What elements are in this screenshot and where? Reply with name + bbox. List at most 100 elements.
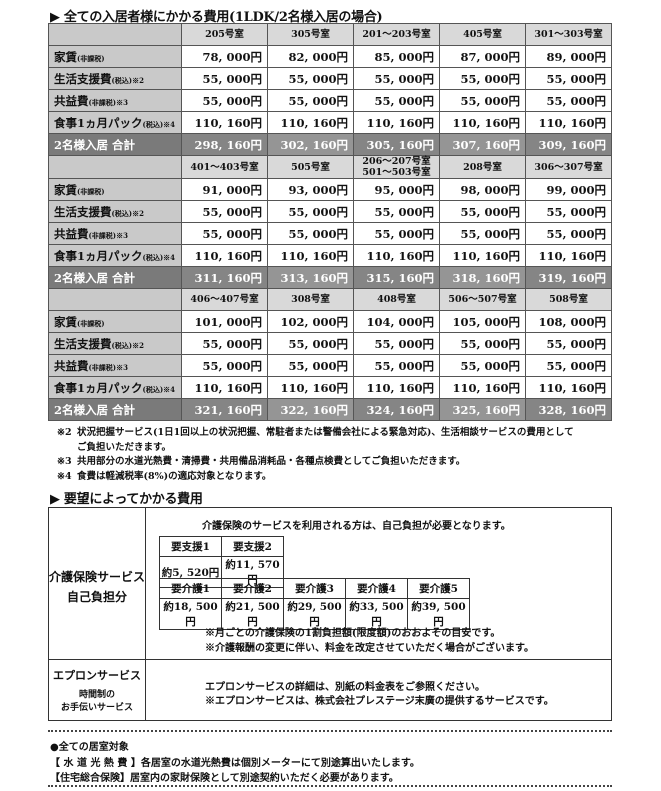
total-cell: 298, 160円 — [181, 133, 268, 156]
care-level: 要介護5 — [407, 578, 470, 599]
table-row: 家賃(非課税) 78, 000円 82, 000円 85, 000円 87, 000円 8… — [48, 45, 612, 68]
care-level: 要介護2 — [221, 578, 284, 599]
fee-cell: 99, 000円 — [525, 178, 612, 201]
row-label: 生活支援費(税込)※2 — [48, 332, 182, 355]
row-label-sub: (非課税) — [77, 53, 105, 63]
fee-cell: 105, 000円 — [439, 310, 526, 333]
header-blank — [48, 155, 182, 179]
table-row: 共益費(非課税)※3 55, 000円 55, 000円 55, 000円 55, 00… — [48, 354, 612, 377]
room-header-row: 401～403号室 505号室 206～207号室 501～503号室 208号室 30… — [48, 155, 612, 179]
total-cell: 315, 160円 — [353, 266, 440, 289]
fee-cell: 55, 000円 — [267, 222, 354, 245]
row-label: 生活支援費(税込)※2 — [48, 200, 182, 223]
care-level: 要介護4 — [345, 578, 408, 599]
fee-cell: 110, 160円 — [525, 376, 612, 399]
table-row: 食事1ヵ月パック(税込)※4 110, 160円 110, 160円 110, 160… — [48, 111, 612, 134]
note-2: ※2 状況把握サービス(1日1回以上の状況把握、常駐者または警備会社による緊急対応… — [57, 427, 574, 438]
room-header: 408号室 — [353, 288, 440, 311]
fee-cell: 108, 000円 — [525, 310, 612, 333]
total-cell: 309, 160円 — [525, 133, 612, 156]
fee-cell: 110, 160円 — [353, 111, 440, 134]
support-level: 要支援1 — [159, 536, 222, 557]
fee-cell: 55, 000円 — [181, 222, 268, 245]
fee-cell: 87, 000円 — [439, 45, 526, 68]
fee-table: 205号室 305号室 201～203号室 405号室 301～303号室 家賃(非課税)… — [48, 23, 612, 421]
row-label-sub: (税込)※4 — [142, 384, 176, 394]
insurance-item: 【住宅総合保険】居室内の家財保険として別途契約いただく必要があります。 — [50, 773, 399, 784]
fee-cell: 110, 160円 — [439, 111, 526, 134]
total-row: 2名様入居 合計 298, 160円 302, 160円 305, 160円 307, … — [48, 133, 612, 156]
row-label-main: 共益費 — [54, 226, 89, 241]
support-level-table: 要支援1 要支援2 約5, 520円 約11, 570円 — [159, 536, 284, 588]
row-label-main: 家賃 — [54, 314, 77, 329]
fee-cell: 55, 000円 — [353, 332, 440, 355]
fee-cell: 55, 000円 — [439, 200, 526, 223]
row-label-sub: (税込)※4 — [142, 252, 176, 262]
row-label-main: 生活支援費 — [54, 71, 112, 86]
fee-cell: 110, 160円 — [181, 111, 268, 134]
care-label: 介護保険サービス 自己負担分 — [49, 508, 146, 659]
fee-cell: 55, 000円 — [181, 89, 268, 112]
fee-cell: 102, 000円 — [267, 310, 354, 333]
care-note-2: ※介護報酬の変更に伴い、料金を改定させていただく場合がございます。 — [205, 643, 534, 654]
fee-cell: 55, 000円 — [525, 200, 612, 223]
fee-cell: 55, 000円 — [525, 89, 612, 112]
row-label-main: 家賃 — [54, 182, 77, 197]
fee-cell: 93, 000円 — [267, 178, 354, 201]
row-label-main: 食事1ヵ月パック — [54, 380, 143, 395]
total-cell: 325, 160円 — [439, 398, 526, 421]
total-cell: 305, 160円 — [353, 133, 440, 156]
fee-cell: 110, 160円 — [181, 244, 268, 267]
fee-cell: 101, 000円 — [181, 310, 268, 333]
fee-cell: 110, 160円 — [525, 244, 612, 267]
fee-cell: 98, 000円 — [439, 178, 526, 201]
total-cell: 321, 160円 — [181, 398, 268, 421]
apron-text-1: エプロンサービスの詳細は、別紙の料金表をご参照ください。 — [205, 682, 485, 693]
fee-cell: 104, 000円 — [353, 310, 440, 333]
fee-cell: 91, 000円 — [181, 178, 268, 201]
apron-text-2: ※エプロンサービスは、株式会社プレステージ末廣の提供するサービスです。 — [205, 696, 554, 707]
total-row: 2名様入居 合計 311, 160円 313, 160円 315, 160円 318, … — [48, 266, 612, 289]
fee-cell: 55, 000円 — [267, 354, 354, 377]
fee-cell: 55, 000円 — [353, 89, 440, 112]
row-label-main: 生活支援費 — [54, 336, 112, 351]
row-label: 家賃(非課税) — [48, 45, 182, 68]
care-cost: 約29, 500円 — [283, 598, 346, 630]
dotted-divider — [48, 730, 612, 732]
note-3: ※3 共用部分の水道光熱費・清掃費・共用備品消耗品・各種点検費としてご負担いただき… — [57, 456, 466, 467]
fee-cell: 82, 000円 — [267, 45, 354, 68]
header-blank — [48, 23, 182, 46]
table-row: 生活支援費(税込)※2 55, 000円 55, 000円 55, 000円 55, 0… — [48, 332, 612, 355]
row-label: 食事1ヵ月パック(税込)※4 — [48, 244, 182, 267]
row-label-main: 共益費 — [54, 93, 89, 108]
row-label-main: 家賃 — [54, 49, 77, 64]
fee-cell: 55, 000円 — [439, 332, 526, 355]
care-note-1: ※月ごとの介護保険の1割負担額(限度額)のおおよその目安です。 — [205, 628, 501, 639]
total-cell: 319, 160円 — [525, 266, 612, 289]
fee-cell: 55, 000円 — [267, 67, 354, 90]
utilities-item: 【 水 道 光 熱 費 】各居室の水道光熱費は個別メーターにて別途算出いたします… — [50, 758, 420, 769]
fee-cell: 89, 000円 — [525, 45, 612, 68]
care-cost: 約18, 500円 — [159, 598, 222, 630]
total-label: 2名様入居 合計 — [48, 266, 182, 289]
table-row: 共益費(非課税)※3 55, 000円 55, 000円 55, 000円 55, 00… — [48, 89, 612, 112]
support-level: 要支援2 — [221, 536, 284, 557]
row-label: 共益費(非課税)※3 — [48, 354, 182, 377]
row-label-sub: (非課税) — [77, 186, 105, 196]
section2-title: ▶ 要望によってかかる費用 — [50, 492, 203, 507]
row-label: 食事1ヵ月パック(税込)※4 — [48, 111, 182, 134]
optional-fees-box: 介護保険サービス 自己負担分 介護保険のサービスを利用される方は、自己負担が必要… — [48, 507, 612, 721]
section1-title: ▶ 全ての入居者様にかかる費用(1LDK/2名様入居の場合) — [50, 10, 383, 25]
fee-cell: 55, 000円 — [439, 89, 526, 112]
row-label-sub: (税込)※2 — [111, 75, 145, 85]
fee-cell: 55, 000円 — [525, 67, 612, 90]
fee-cell: 55, 000円 — [181, 332, 268, 355]
room-header: 505号室 — [267, 155, 354, 179]
fee-cell: 55, 000円 — [525, 354, 612, 377]
total-cell: 302, 160円 — [267, 133, 354, 156]
apron-label: エプロンサービス 時間制の お手伝いサービス — [49, 660, 146, 720]
table-row: 食事1ヵ月パック(税込)※4 110, 160円 110, 160円 110, 160… — [48, 244, 612, 267]
fee-cell: 55, 000円 — [181, 200, 268, 223]
table-row: 共益費(非課税)※3 55, 000円 55, 000円 55, 000円 55, 00… — [48, 222, 612, 245]
row-label: 家賃(非課税) — [48, 178, 182, 201]
